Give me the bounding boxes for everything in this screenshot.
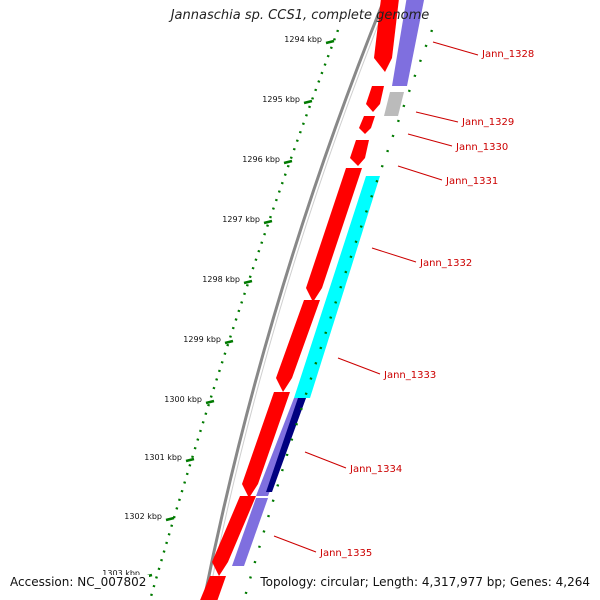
forward-gene-segment — [306, 168, 362, 302]
reverse-gene-jann-1335 — [232, 498, 268, 566]
ruler-tick-label: 1296 kbp — [242, 155, 280, 164]
ruler-tick — [165, 516, 175, 522]
reverse-gene-jann-1328 — [392, 0, 425, 86]
gene-label-leader — [273, 535, 317, 553]
ruler-tick — [283, 159, 293, 165]
ruler-tick-label: 1295 kbp — [262, 95, 300, 104]
gene-label: Jann_1334 — [349, 464, 402, 475]
ruler-tick — [325, 39, 335, 45]
kbp-ruler: 1294 kbp 1295 kbp 1296 kbp 1297 kbp 1298 kbp… — [102, 29, 434, 600]
genome-stats-text: Topology: circular; Length: 4,317,977 bp… — [257, 575, 590, 589]
gene-label: Jann_1333 — [383, 370, 436, 381]
ruler-tick-label: 1297 kbp — [222, 215, 260, 224]
ruler-tick-label: 1303 kbp — [102, 569, 140, 578]
ruler-tick-label: 1300 kbp — [164, 395, 202, 404]
forward-gene-segment — [242, 392, 290, 498]
forward-gene-segment — [374, 0, 399, 72]
ruler-tick-label: 1302 kbp — [124, 512, 162, 521]
backbone-inner-line — [207, 0, 389, 600]
gene-label: Jann_1332 — [419, 258, 472, 269]
gene-label: Jann_1328 — [481, 49, 534, 60]
gene-label-leader — [407, 133, 453, 147]
ruler-tick-label: 1298 kbp — [202, 275, 240, 284]
gene-label: Jann_1331 — [445, 176, 498, 187]
ruler-tick-label: 1294 kbp — [284, 35, 322, 44]
ruler-dotted-arc — [148, 29, 340, 600]
reverse-gene-jann-1334-core — [266, 398, 306, 492]
ruler-tick — [243, 279, 253, 285]
forward-gene-segment — [212, 496, 256, 576]
gene-jann-1329 — [384, 92, 404, 116]
gene-label: Jann_1329 — [461, 117, 514, 128]
map-title: Jannaschia sp. CCS1, complete genome — [170, 8, 430, 23]
ruler-tick — [303, 99, 313, 105]
gene-label-leader — [304, 451, 347, 469]
gene-label: Jann_1335 — [319, 548, 372, 559]
forward-gene-segment — [359, 116, 375, 134]
ruler-tick — [224, 339, 234, 345]
gene-label-leader — [371, 247, 417, 263]
ruler-tick-label: 1299 kbp — [183, 335, 221, 344]
ruler-tick — [263, 219, 273, 225]
ruler-tick — [185, 457, 195, 463]
gene-label-leader — [337, 357, 381, 375]
gene-label-leader — [432, 41, 479, 56]
backbone-outer-line — [202, 0, 386, 600]
forward-gene-segment — [276, 300, 320, 392]
gene-jann-1333 — [294, 176, 380, 398]
accession-text: Accession: NC_007802 — [10, 575, 150, 589]
ruler-minor-arc — [242, 29, 434, 600]
forward-gene-segment — [200, 576, 226, 600]
forward-gene-segment — [350, 140, 369, 166]
ruler-tick — [205, 399, 215, 405]
forward-gene-segment — [366, 86, 384, 112]
gene-label: Jann_1330 — [455, 142, 508, 153]
gene-track — [200, 0, 425, 600]
ruler-tick-label: 1301 kbp — [144, 453, 182, 462]
gene-label-layer: Jann_1328 Jann_1329 Jann_1330 Jann_1331 Jann… — [273, 41, 534, 559]
gene-label-leader — [415, 111, 459, 123]
gene-label-leader — [397, 165, 443, 181]
